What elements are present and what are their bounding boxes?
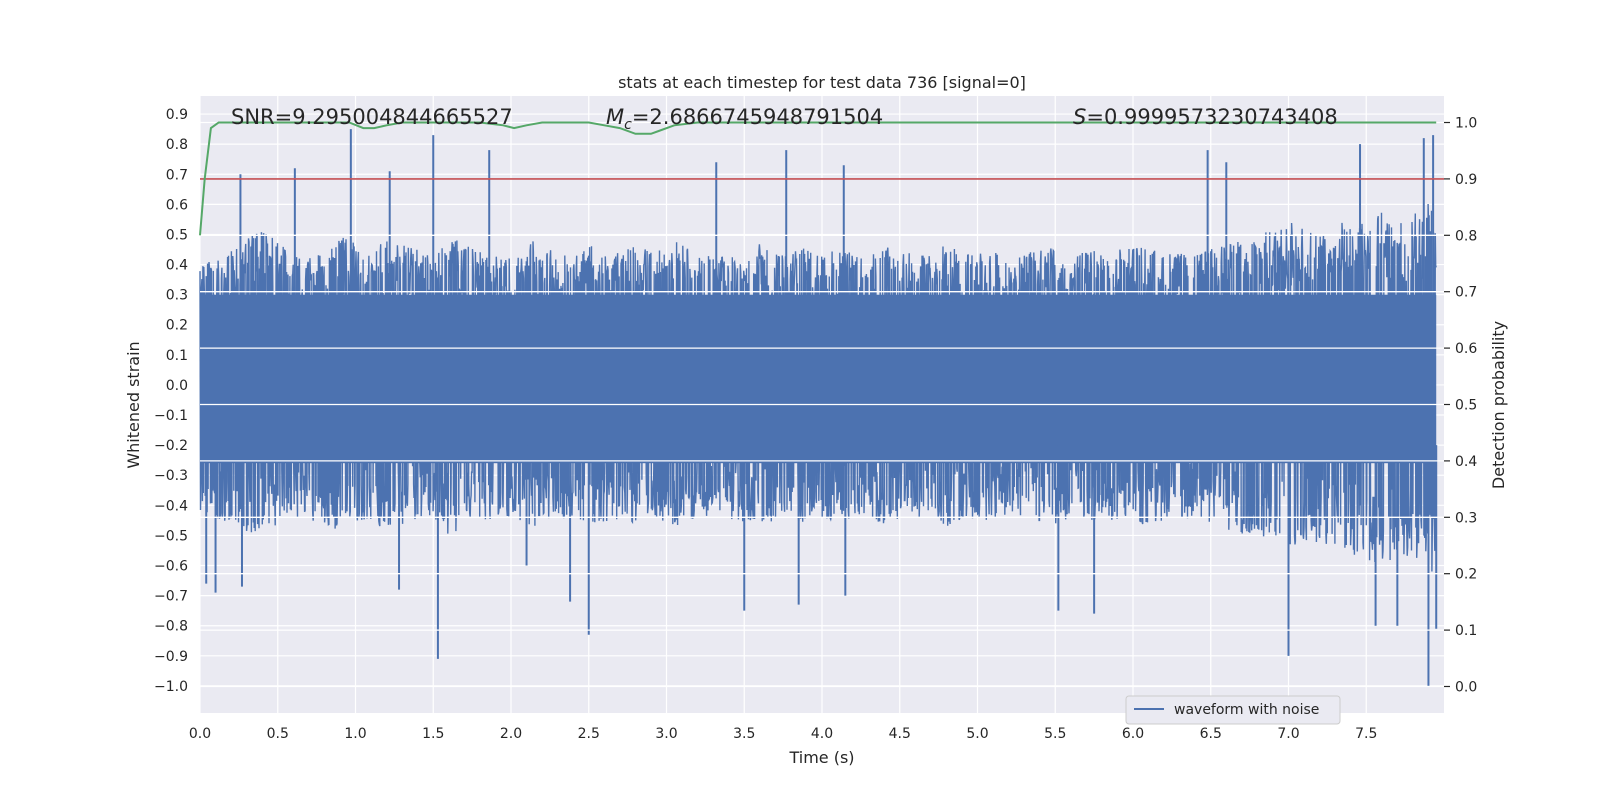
y2-axis-title: Detection probability (1489, 321, 1508, 489)
x-axis-title: Time (s) (788, 748, 854, 767)
y2-tick-label: 0.1 (1455, 623, 1477, 639)
snr-annotation: SNR=9.295004844665527 (231, 105, 513, 129)
y-tick-label: 0.4 (166, 258, 188, 274)
y-tick-label: 0.5 (166, 227, 188, 243)
y-tick-label: −0.9 (154, 649, 188, 665)
x-tick-label: 6.5 (1200, 726, 1222, 742)
waveform-core (200, 294, 1437, 464)
detection-probability-line (199, 121, 1437, 236)
x-tick-label: 7.5 (1355, 726, 1377, 742)
x-tick-label: 2.5 (578, 726, 600, 742)
y-tick-label: 0.0 (166, 378, 188, 394)
s-symbol: S (1073, 105, 1086, 129)
y-tick-label: 0.1 (166, 348, 188, 364)
x-tick-label: 1.0 (344, 726, 366, 742)
x-tick-label: 0.5 (267, 726, 289, 742)
x-tick-label: 3.5 (733, 726, 755, 742)
x-tick-label: 5.0 (966, 726, 988, 742)
y-tick-label: −0.7 (154, 589, 188, 605)
x-tick-label: 4.0 (811, 726, 833, 742)
y-axis-ticks: 0.9 0.8 0.7 0.6 0.5 0.4 0.3 0.2 0.1 0.0 −0.1 −0.2 −0… (154, 107, 188, 695)
mc-symbol: M (606, 105, 624, 129)
chart-title: stats at each timestep for test data 736… (618, 73, 1026, 92)
x-tick-label: 2.0 (500, 726, 522, 742)
x-tick-label: 7.0 (1277, 726, 1299, 742)
x-tick-label: 3.0 (655, 726, 677, 742)
y2-tick-label: 0.5 (1455, 398, 1477, 414)
mc-annotation: Mc=2.6866745948791504 (606, 105, 883, 133)
x-axis-ticks: 0.0 0.5 1.0 1.5 2.0 2.5 3.0 3.5 4.0 4.5 5.0 5.5 6.0 6… (189, 726, 1378, 742)
y-tick-label: 0.8 (166, 137, 188, 153)
legend-box (1125, 695, 1341, 725)
y-axis-title: Whitened strain (124, 341, 143, 468)
y-tick-label: −0.2 (154, 438, 188, 454)
s-value: =0.9999573230743408 (1086, 105, 1337, 129)
y-tick-label: −0.4 (154, 498, 188, 514)
y-tick-label: 0.6 (166, 197, 188, 213)
legend-label: waveform with noise (1174, 702, 1319, 718)
y2-tick-label: 0.6 (1455, 341, 1477, 357)
y2-tick-label: 0.7 (1455, 285, 1477, 301)
x-tick-label: 4.5 (889, 726, 911, 742)
y-tick-label: 0.9 (166, 107, 188, 123)
x-tick-label: 0.0 (189, 726, 211, 742)
legend: waveform with noise (1125, 695, 1341, 725)
waveform-series (199, 129, 1438, 686)
y-tick-label: −0.6 (154, 559, 188, 575)
y2-tick-label: 0.3 (1455, 510, 1477, 526)
y2-tick-label: 0.0 (1455, 679, 1477, 695)
x-tick-label: 6.0 (1122, 726, 1144, 742)
y2-tick-label: 1.0 (1455, 116, 1477, 132)
mc-value: =2.6866745948791504 (632, 105, 883, 129)
y-tick-label: 0.2 (166, 318, 188, 334)
s-annotation: S=0.9999573230743408 (1073, 105, 1338, 129)
y-tick-label: −0.3 (154, 468, 188, 484)
mc-subscript: c (624, 117, 632, 133)
y2-axis-ticks: 1.0 0.9 0.8 0.7 0.6 0.5 0.4 0.3 0.2 0.1 0.0 (1444, 116, 1477, 695)
y2-tick-label: 0.8 (1455, 228, 1477, 244)
y2-tick-label: 0.9 (1455, 172, 1477, 188)
y-tick-label: −1.0 (154, 679, 188, 695)
x-tick-label: 1.5 (422, 726, 444, 742)
y-tick-label: 0.7 (166, 167, 188, 183)
x-tick-label: 5.5 (1044, 726, 1066, 742)
y2-tick-label: 0.4 (1455, 454, 1477, 470)
y-tick-label: −0.8 (154, 619, 188, 635)
y-tick-label: −0.1 (154, 408, 188, 424)
y-tick-label: −0.5 (154, 528, 188, 544)
y2-tick-label: 0.2 (1455, 567, 1477, 583)
y-tick-label: 0.3 (166, 288, 188, 304)
